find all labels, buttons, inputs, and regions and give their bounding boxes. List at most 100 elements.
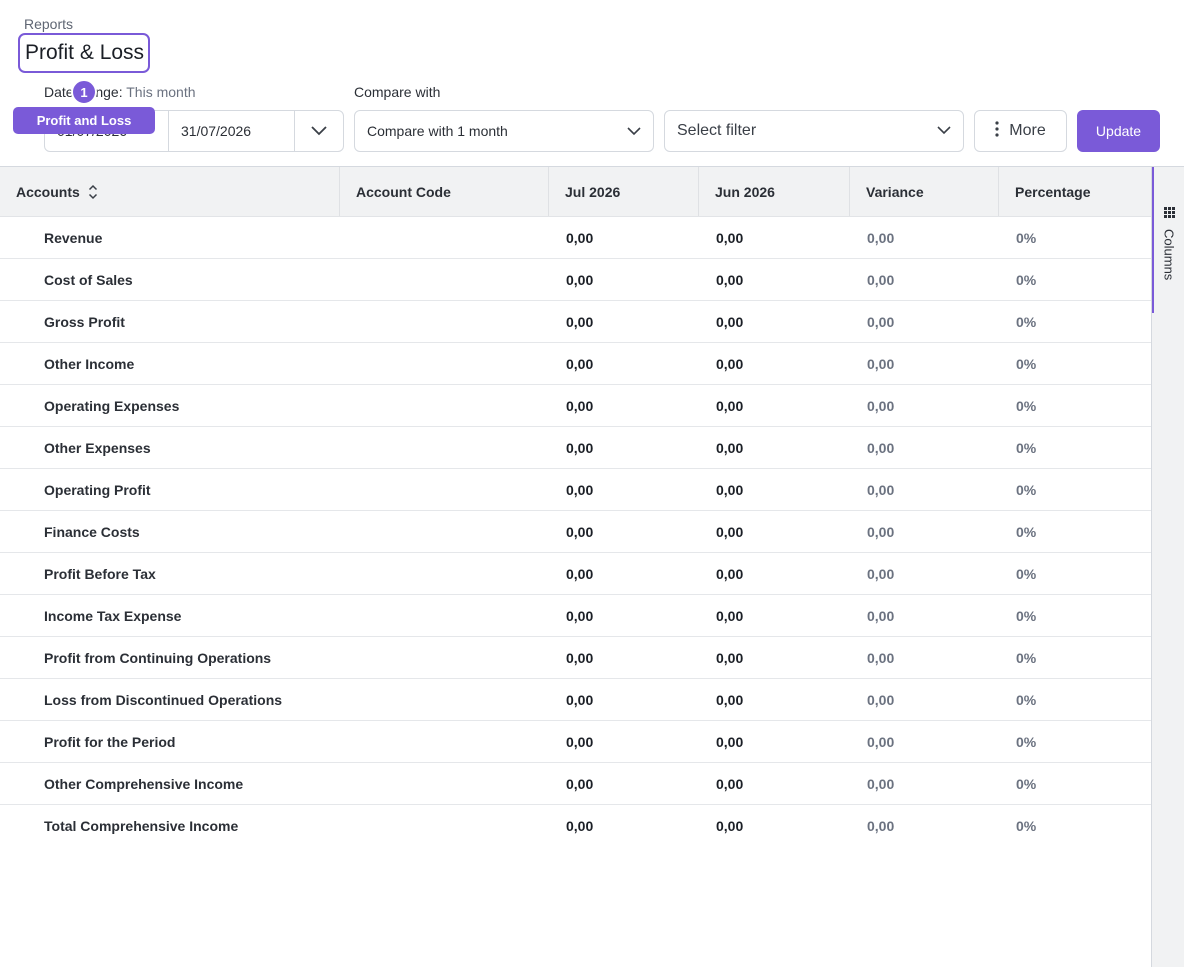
percentage-value: 0% bbox=[1016, 229, 1037, 246]
table-row[interactable]: Cost of Sales 0,00 0,00 0,00 0% bbox=[0, 259, 1151, 301]
account-code bbox=[340, 343, 549, 384]
update-button[interactable]: Update bbox=[1077, 110, 1160, 152]
jul-2026-value: 0,00 bbox=[566, 355, 594, 372]
jun-2026-value: 0,00 bbox=[716, 733, 744, 750]
variance-value: 0,00 bbox=[867, 271, 895, 288]
account-name: Revenue bbox=[44, 229, 103, 246]
column-header-variance[interactable]: Variance bbox=[850, 167, 999, 216]
variance-value: 0,00 bbox=[867, 523, 895, 540]
table-row[interactable]: Finance Costs 0,00 0,00 0,00 0% bbox=[0, 511, 1151, 553]
breadcrumb[interactable]: Reports bbox=[24, 16, 74, 32]
account-code bbox=[340, 805, 549, 847]
jun-2026-value: 0,00 bbox=[716, 229, 744, 246]
table-row[interactable]: Gross Profit 0,00 0,00 0,00 0% bbox=[0, 301, 1151, 343]
percentage-value: 0% bbox=[1016, 271, 1037, 288]
sort-icon[interactable] bbox=[88, 184, 98, 200]
jun-2026-value: 0,00 bbox=[716, 691, 744, 708]
table-header-row: Accounts Account Code Jul 2026 Jun 2026 … bbox=[0, 167, 1151, 217]
variance-value: 0,00 bbox=[867, 818, 895, 834]
jul-2026-value: 0,00 bbox=[566, 691, 594, 708]
table-row[interactable]: Other Comprehensive Income 0,00 0,00 0,00 0% bbox=[0, 763, 1151, 805]
account-name: Other Expenses bbox=[44, 439, 151, 456]
account-name: Operating Expenses bbox=[44, 397, 180, 414]
jul-2026-value: 0,00 bbox=[566, 565, 594, 582]
account-code bbox=[340, 595, 549, 636]
jul-2026-value: 0,00 bbox=[566, 607, 594, 624]
percentage-value: 0% bbox=[1016, 691, 1037, 708]
table-row[interactable]: Loss from Discontinued Operations 0,00 0,0… bbox=[0, 679, 1151, 721]
percentage-value: 0% bbox=[1016, 649, 1037, 666]
table-row[interactable]: Operating Expenses 0,00 0,00 0,00 0% bbox=[0, 385, 1151, 427]
jun-2026-value: 0,00 bbox=[716, 775, 744, 792]
compare-select-value: Compare with 1 month bbox=[367, 123, 508, 139]
account-code bbox=[340, 721, 549, 762]
filter-select-placeholder: Select filter bbox=[677, 122, 757, 139]
table-row[interactable]: Revenue 0,00 0,00 0,00 0% bbox=[0, 217, 1151, 259]
account-code bbox=[340, 259, 549, 300]
columns-tool-tab[interactable]: Columns bbox=[1152, 167, 1184, 313]
account-code bbox=[340, 637, 549, 678]
table-row[interactable]: Income Tax Expense 0,00 0,00 0,00 0% bbox=[0, 595, 1151, 637]
jun-2026-value: 0,00 bbox=[716, 523, 744, 540]
column-header-jul-2026[interactable]: Jul 2026 bbox=[549, 167, 699, 216]
filter-select[interactable]: Select filter bbox=[664, 110, 964, 152]
table-row[interactable]: Operating Profit 0,00 0,00 0,00 0% bbox=[0, 469, 1151, 511]
variance-value: 0,00 bbox=[867, 733, 895, 750]
variance-value: 0,00 bbox=[867, 649, 895, 666]
account-name: Profit Before Tax bbox=[44, 565, 156, 582]
jun-2026-value: 0,00 bbox=[716, 607, 744, 624]
account-code bbox=[340, 511, 549, 552]
column-header-accounts[interactable]: Accounts bbox=[0, 167, 340, 216]
account-code bbox=[340, 385, 549, 426]
jun-2026-value: 0,00 bbox=[716, 649, 744, 666]
more-vertical-icon bbox=[995, 120, 999, 142]
column-header-account-code[interactable]: Account Code bbox=[340, 167, 549, 216]
account-name: Profit from Continuing Operations bbox=[44, 649, 272, 666]
jul-2026-value: 0,00 bbox=[566, 649, 594, 666]
table-row[interactable]: Total Comprehensive Income 0,00 0,00 0,00 0% bbox=[0, 805, 1151, 847]
jul-2026-value: 0,00 bbox=[566, 481, 594, 498]
account-name: Profit for the Period bbox=[44, 733, 176, 750]
column-header-jun-2026[interactable]: Jun 2026 bbox=[699, 167, 850, 216]
table-row[interactable]: Profit Before Tax 0,00 0,00 0,00 0% bbox=[0, 553, 1151, 595]
percentage-value: 0% bbox=[1016, 439, 1037, 456]
more-button[interactable]: More bbox=[974, 110, 1067, 152]
variance-value: 0,00 bbox=[867, 691, 895, 708]
account-name: Finance Costs bbox=[44, 523, 140, 540]
account-name: Gross Profit bbox=[44, 313, 125, 330]
table-row[interactable]: Profit for the Period 0,00 0,00 0,00 0% bbox=[0, 721, 1151, 763]
account-code bbox=[340, 217, 549, 258]
jun-2026-value: 0,00 bbox=[716, 818, 744, 834]
jul-2026-value: 0,00 bbox=[566, 733, 594, 750]
table-row[interactable]: Other Expenses 0,00 0,00 0,00 0% bbox=[0, 427, 1151, 469]
percentage-value: 0% bbox=[1016, 397, 1037, 414]
date-to-input[interactable]: 31/07/2026 bbox=[169, 111, 295, 151]
percentage-value: 0% bbox=[1016, 355, 1037, 372]
report-table: Accounts Account Code Jul 2026 Jun 2026 … bbox=[0, 166, 1151, 967]
variance-value: 0,00 bbox=[867, 481, 895, 498]
account-name: Other Comprehensive Income bbox=[44, 775, 244, 792]
columns-tool-label: Columns bbox=[1161, 229, 1177, 281]
variance-value: 0,00 bbox=[867, 607, 895, 624]
account-name: Other Income bbox=[44, 355, 135, 372]
compare-select[interactable]: Compare with 1 month bbox=[354, 110, 654, 152]
tutorial-step-badge[interactable]: 1 bbox=[71, 79, 97, 105]
tutorial-tooltip[interactable]: Profit and Loss bbox=[13, 107, 155, 134]
variance-value: 0,00 bbox=[867, 397, 895, 414]
chevron-down-icon bbox=[311, 123, 327, 139]
chevron-down-icon bbox=[937, 122, 951, 140]
date-range-dropdown-button[interactable] bbox=[295, 111, 343, 151]
more-button-label: More bbox=[1009, 122, 1046, 139]
variance-value: 0,00 bbox=[867, 439, 895, 456]
jun-2026-value: 0,00 bbox=[716, 313, 744, 330]
variance-value: 0,00 bbox=[867, 565, 895, 582]
jul-2026-value: 0,00 bbox=[566, 397, 594, 414]
table-row[interactable]: Profit from Continuing Operations 0,00 0,0… bbox=[0, 637, 1151, 679]
variance-value: 0,00 bbox=[867, 355, 895, 372]
jun-2026-value: 0,00 bbox=[716, 355, 744, 372]
account-name: Operating Profit bbox=[44, 481, 151, 498]
column-header-percentage[interactable]: Percentage bbox=[1015, 183, 1091, 200]
grid-icon bbox=[1163, 205, 1175, 223]
page-title-highlight: Profit & Loss bbox=[18, 33, 150, 73]
table-row[interactable]: Other Income 0,00 0,00 0,00 0% bbox=[0, 343, 1151, 385]
